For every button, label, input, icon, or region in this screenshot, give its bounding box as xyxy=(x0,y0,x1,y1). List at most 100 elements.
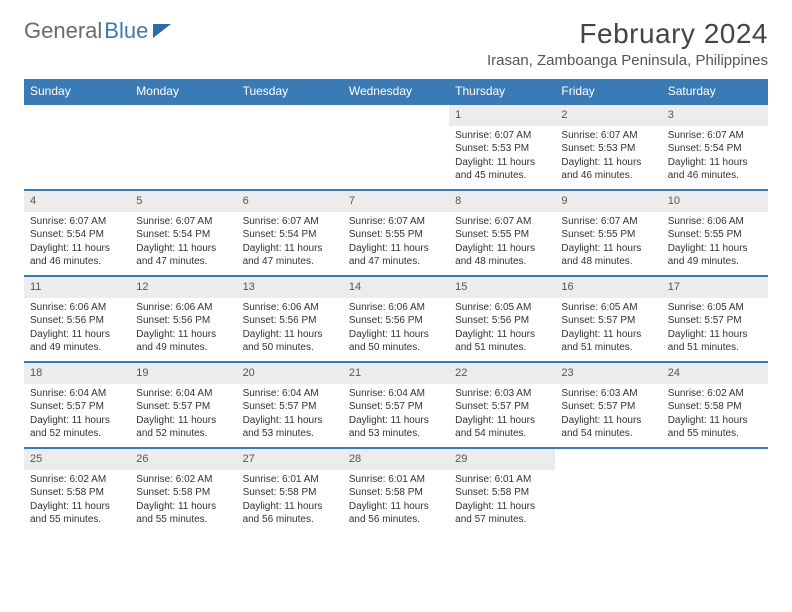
sunset-text: Sunset: 5:53 PM xyxy=(455,142,549,156)
daylight-text: Daylight: 11 hours and 49 minutes. xyxy=(30,328,124,355)
day-body: Sunrise: 6:06 AMSunset: 5:56 PMDaylight:… xyxy=(343,298,449,361)
day-number: 13 xyxy=(237,277,343,298)
sunset-text: Sunset: 5:58 PM xyxy=(349,486,443,500)
sunset-text: Sunset: 5:57 PM xyxy=(668,314,762,328)
calendar-cell: 21Sunrise: 6:04 AMSunset: 5:57 PMDayligh… xyxy=(343,363,449,447)
daylight-text: Daylight: 11 hours and 55 minutes. xyxy=(668,414,762,441)
daylight-text: Daylight: 11 hours and 56 minutes. xyxy=(243,500,337,527)
calendar-cell xyxy=(237,105,343,189)
daylight-text: Daylight: 11 hours and 47 minutes. xyxy=(349,242,443,269)
day-body xyxy=(24,111,130,120)
day-number: 25 xyxy=(24,449,130,470)
sunrise-text: Sunrise: 6:06 AM xyxy=(668,215,762,229)
dayname: Thursday xyxy=(449,79,555,103)
day-body: Sunrise: 6:04 AMSunset: 5:57 PMDaylight:… xyxy=(343,384,449,447)
calendar-cell: 3Sunrise: 6:07 AMSunset: 5:54 PMDaylight… xyxy=(662,105,768,189)
sunset-text: Sunset: 5:58 PM xyxy=(136,486,230,500)
sunrise-text: Sunrise: 6:05 AM xyxy=(455,301,549,315)
logo-text-1: General xyxy=(24,18,102,44)
sunrise-text: Sunrise: 6:03 AM xyxy=(455,387,549,401)
daylight-text: Daylight: 11 hours and 55 minutes. xyxy=(136,500,230,527)
logo: GeneralBlue xyxy=(24,18,171,44)
calendar-week: 1Sunrise: 6:07 AMSunset: 5:53 PMDaylight… xyxy=(24,103,768,189)
sunrise-text: Sunrise: 6:01 AM xyxy=(243,473,337,487)
dayname: Tuesday xyxy=(237,79,343,103)
sunrise-text: Sunrise: 6:03 AM xyxy=(561,387,655,401)
calendar-cell: 10Sunrise: 6:06 AMSunset: 5:55 PMDayligh… xyxy=(662,191,768,275)
day-number: 15 xyxy=(449,277,555,298)
day-body: Sunrise: 6:07 AMSunset: 5:55 PMDaylight:… xyxy=(449,212,555,275)
sunrise-text: Sunrise: 6:01 AM xyxy=(455,473,549,487)
daylight-text: Daylight: 11 hours and 53 minutes. xyxy=(349,414,443,441)
calendar-cell: 20Sunrise: 6:04 AMSunset: 5:57 PMDayligh… xyxy=(237,363,343,447)
daylight-text: Daylight: 11 hours and 51 minutes. xyxy=(668,328,762,355)
day-number: 2 xyxy=(555,105,661,126)
day-body: Sunrise: 6:02 AMSunset: 5:58 PMDaylight:… xyxy=(662,384,768,447)
day-body xyxy=(343,111,449,120)
day-number: 10 xyxy=(662,191,768,212)
daylight-text: Daylight: 11 hours and 47 minutes. xyxy=(136,242,230,269)
day-number: 14 xyxy=(343,277,449,298)
day-number: 1 xyxy=(449,105,555,126)
sunset-text: Sunset: 5:57 PM xyxy=(243,400,337,414)
sunset-text: Sunset: 5:57 PM xyxy=(455,400,549,414)
sunrise-text: Sunrise: 6:06 AM xyxy=(136,301,230,315)
sunrise-text: Sunrise: 6:02 AM xyxy=(136,473,230,487)
sunrise-text: Sunrise: 6:07 AM xyxy=(30,215,124,229)
day-body: Sunrise: 6:02 AMSunset: 5:58 PMDaylight:… xyxy=(130,470,236,533)
daylight-text: Daylight: 11 hours and 50 minutes. xyxy=(243,328,337,355)
sunset-text: Sunset: 5:57 PM xyxy=(349,400,443,414)
sunset-text: Sunset: 5:55 PM xyxy=(455,228,549,242)
day-body: Sunrise: 6:03 AMSunset: 5:57 PMDaylight:… xyxy=(449,384,555,447)
daylight-text: Daylight: 11 hours and 46 minutes. xyxy=(30,242,124,269)
day-body: Sunrise: 6:05 AMSunset: 5:56 PMDaylight:… xyxy=(449,298,555,361)
dayname-row: Sunday Monday Tuesday Wednesday Thursday… xyxy=(24,79,768,103)
calendar-cell: 29Sunrise: 6:01 AMSunset: 5:58 PMDayligh… xyxy=(449,449,555,533)
day-number: 21 xyxy=(343,363,449,384)
month-title: February 2024 xyxy=(487,18,768,50)
day-body: Sunrise: 6:07 AMSunset: 5:54 PMDaylight:… xyxy=(130,212,236,275)
daylight-text: Daylight: 11 hours and 55 minutes. xyxy=(30,500,124,527)
day-body: Sunrise: 6:06 AMSunset: 5:56 PMDaylight:… xyxy=(130,298,236,361)
day-body: Sunrise: 6:07 AMSunset: 5:54 PMDaylight:… xyxy=(24,212,130,275)
calendar-cell: 9Sunrise: 6:07 AMSunset: 5:55 PMDaylight… xyxy=(555,191,661,275)
sunset-text: Sunset: 5:58 PM xyxy=(30,486,124,500)
day-body xyxy=(237,111,343,120)
sunset-text: Sunset: 5:54 PM xyxy=(668,142,762,156)
sunrise-text: Sunrise: 6:07 AM xyxy=(668,129,762,143)
sunrise-text: Sunrise: 6:01 AM xyxy=(349,473,443,487)
day-number: 18 xyxy=(24,363,130,384)
dayname: Sunday xyxy=(24,79,130,103)
sunrise-text: Sunrise: 6:06 AM xyxy=(243,301,337,315)
calendar-cell xyxy=(555,449,661,533)
sunset-text: Sunset: 5:54 PM xyxy=(136,228,230,242)
day-body: Sunrise: 6:02 AMSunset: 5:58 PMDaylight:… xyxy=(24,470,130,533)
sunset-text: Sunset: 5:56 PM xyxy=(30,314,124,328)
location-text: Irasan, Zamboanga Peninsula, Philippines xyxy=(487,52,768,69)
calendar-cell: 22Sunrise: 6:03 AMSunset: 5:57 PMDayligh… xyxy=(449,363,555,447)
sunrise-text: Sunrise: 6:07 AM xyxy=(243,215,337,229)
logo-text-2: Blue xyxy=(104,18,148,44)
day-number: 4 xyxy=(24,191,130,212)
calendar-week: 4Sunrise: 6:07 AMSunset: 5:54 PMDaylight… xyxy=(24,189,768,275)
sunset-text: Sunset: 5:53 PM xyxy=(561,142,655,156)
calendar-cell: 8Sunrise: 6:07 AMSunset: 5:55 PMDaylight… xyxy=(449,191,555,275)
calendar-cell: 18Sunrise: 6:04 AMSunset: 5:57 PMDayligh… xyxy=(24,363,130,447)
day-number: 7 xyxy=(343,191,449,212)
day-body xyxy=(662,455,768,464)
day-number: 19 xyxy=(130,363,236,384)
sunrise-text: Sunrise: 6:07 AM xyxy=(349,215,443,229)
day-body: Sunrise: 6:07 AMSunset: 5:54 PMDaylight:… xyxy=(662,126,768,189)
sunrise-text: Sunrise: 6:04 AM xyxy=(30,387,124,401)
daylight-text: Daylight: 11 hours and 56 minutes. xyxy=(349,500,443,527)
calendar-cell: 5Sunrise: 6:07 AMSunset: 5:54 PMDaylight… xyxy=(130,191,236,275)
daylight-text: Daylight: 11 hours and 49 minutes. xyxy=(668,242,762,269)
day-number: 17 xyxy=(662,277,768,298)
calendar-cell: 2Sunrise: 6:07 AMSunset: 5:53 PMDaylight… xyxy=(555,105,661,189)
calendar-cell: 15Sunrise: 6:05 AMSunset: 5:56 PMDayligh… xyxy=(449,277,555,361)
day-number: 3 xyxy=(662,105,768,126)
day-number: 11 xyxy=(24,277,130,298)
day-body: Sunrise: 6:01 AMSunset: 5:58 PMDaylight:… xyxy=(237,470,343,533)
day-number: 5 xyxy=(130,191,236,212)
calendar-cell: 14Sunrise: 6:06 AMSunset: 5:56 PMDayligh… xyxy=(343,277,449,361)
